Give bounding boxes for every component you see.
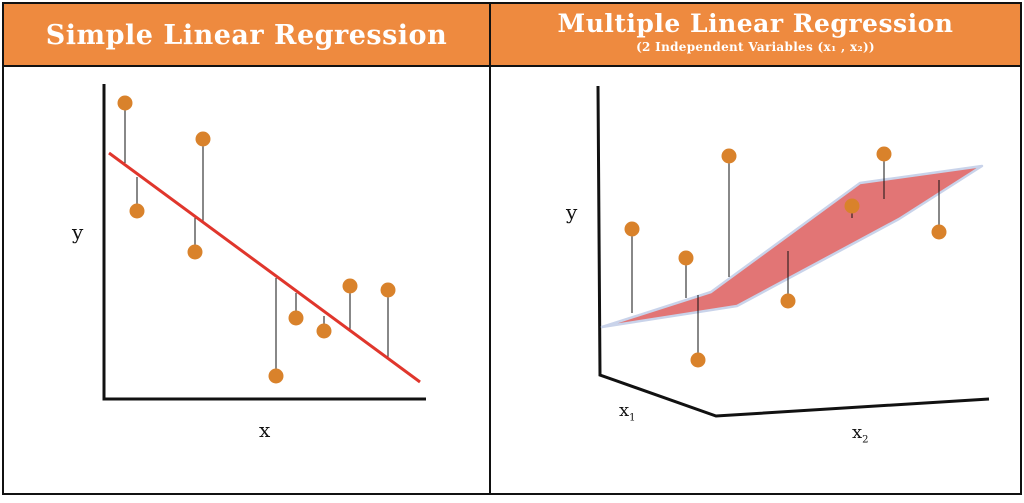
- data-point: [876, 146, 892, 162]
- data-point: [268, 368, 284, 384]
- data-point: [117, 95, 133, 111]
- data-point: [678, 250, 694, 266]
- simple-data-points: [117, 95, 396, 384]
- multiple-y-axis-label: y: [566, 200, 578, 224]
- simple-regression-plot: [102, 84, 426, 401]
- data-point: [690, 352, 706, 368]
- simple-regression-panel: Simple Linear Regression: [2, 2, 491, 495]
- data-point: [195, 131, 211, 147]
- data-point: [380, 282, 396, 298]
- data-point: [721, 148, 737, 164]
- data-point: [780, 293, 796, 309]
- simple-regression-title: Simple Linear Regression: [45, 20, 448, 51]
- data-point: [624, 221, 640, 237]
- regression-plane: [600, 164, 984, 329]
- simple-y-axis-label: y: [72, 220, 84, 244]
- x1-label-text: x: [619, 400, 630, 421]
- data-point: [844, 198, 860, 214]
- data-point: [187, 244, 203, 260]
- simple-residuals: [124, 103, 389, 376]
- multiple-x2-axis-label: x2: [852, 423, 869, 451]
- multiple-axes: [596, 85, 990, 418]
- simple-regression-line: [108, 151, 421, 384]
- multiple-x1-axis-label: x1: [619, 401, 636, 429]
- data-point: [129, 203, 145, 219]
- simple-axes: [102, 84, 426, 401]
- simple-x-axis-label: x: [259, 418, 271, 442]
- multiple-data-points: [624, 146, 947, 368]
- data-point: [342, 278, 358, 294]
- data-point: [316, 323, 332, 339]
- data-point: [288, 310, 304, 326]
- data-point: [931, 224, 947, 240]
- x2-label-text: x: [852, 422, 863, 443]
- multiple-regression-header: Multiple Linear Regression (2 Independen…: [491, 4, 1020, 67]
- x2-subscript: 2: [862, 434, 869, 446]
- x1-subscript: 1: [629, 412, 636, 424]
- simple-regression-header: Simple Linear Regression: [4, 4, 489, 67]
- multiple-regression-plot: [596, 85, 990, 418]
- multiple-regression-subtitle: (2 Independent Variables (x₁ , x₂)): [636, 40, 875, 54]
- multiple-regression-title: Multiple Linear Regression: [557, 9, 954, 38]
